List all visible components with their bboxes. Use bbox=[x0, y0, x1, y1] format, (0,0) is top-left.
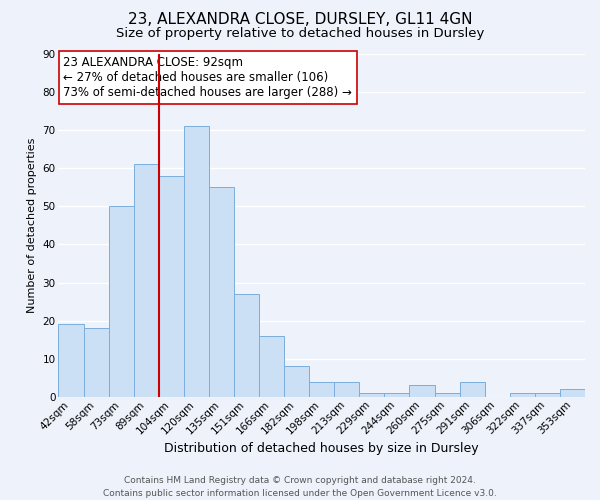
Text: 23 ALEXANDRA CLOSE: 92sqm
← 27% of detached houses are smaller (106)
73% of semi: 23 ALEXANDRA CLOSE: 92sqm ← 27% of detac… bbox=[64, 56, 352, 99]
Bar bbox=[560, 389, 585, 397]
Bar bbox=[535, 393, 560, 397]
Bar bbox=[334, 382, 359, 397]
Bar bbox=[409, 386, 434, 397]
Bar bbox=[134, 164, 159, 397]
Bar bbox=[159, 176, 184, 397]
Bar bbox=[184, 126, 209, 397]
Text: 23, ALEXANDRA CLOSE, DURSLEY, GL11 4GN: 23, ALEXANDRA CLOSE, DURSLEY, GL11 4GN bbox=[128, 12, 472, 28]
Text: Size of property relative to detached houses in Dursley: Size of property relative to detached ho… bbox=[116, 28, 484, 40]
Bar bbox=[510, 393, 535, 397]
Bar bbox=[309, 382, 334, 397]
Bar bbox=[83, 328, 109, 397]
Bar bbox=[359, 393, 385, 397]
Y-axis label: Number of detached properties: Number of detached properties bbox=[27, 138, 37, 313]
Bar bbox=[209, 188, 234, 397]
Bar bbox=[58, 324, 83, 397]
Bar bbox=[434, 393, 460, 397]
Bar bbox=[109, 206, 134, 397]
Bar bbox=[385, 393, 409, 397]
X-axis label: Distribution of detached houses by size in Dursley: Distribution of detached houses by size … bbox=[164, 442, 479, 455]
Text: Contains HM Land Registry data © Crown copyright and database right 2024.
Contai: Contains HM Land Registry data © Crown c… bbox=[103, 476, 497, 498]
Bar bbox=[234, 294, 259, 397]
Bar bbox=[259, 336, 284, 397]
Bar bbox=[284, 366, 309, 397]
Bar bbox=[460, 382, 485, 397]
